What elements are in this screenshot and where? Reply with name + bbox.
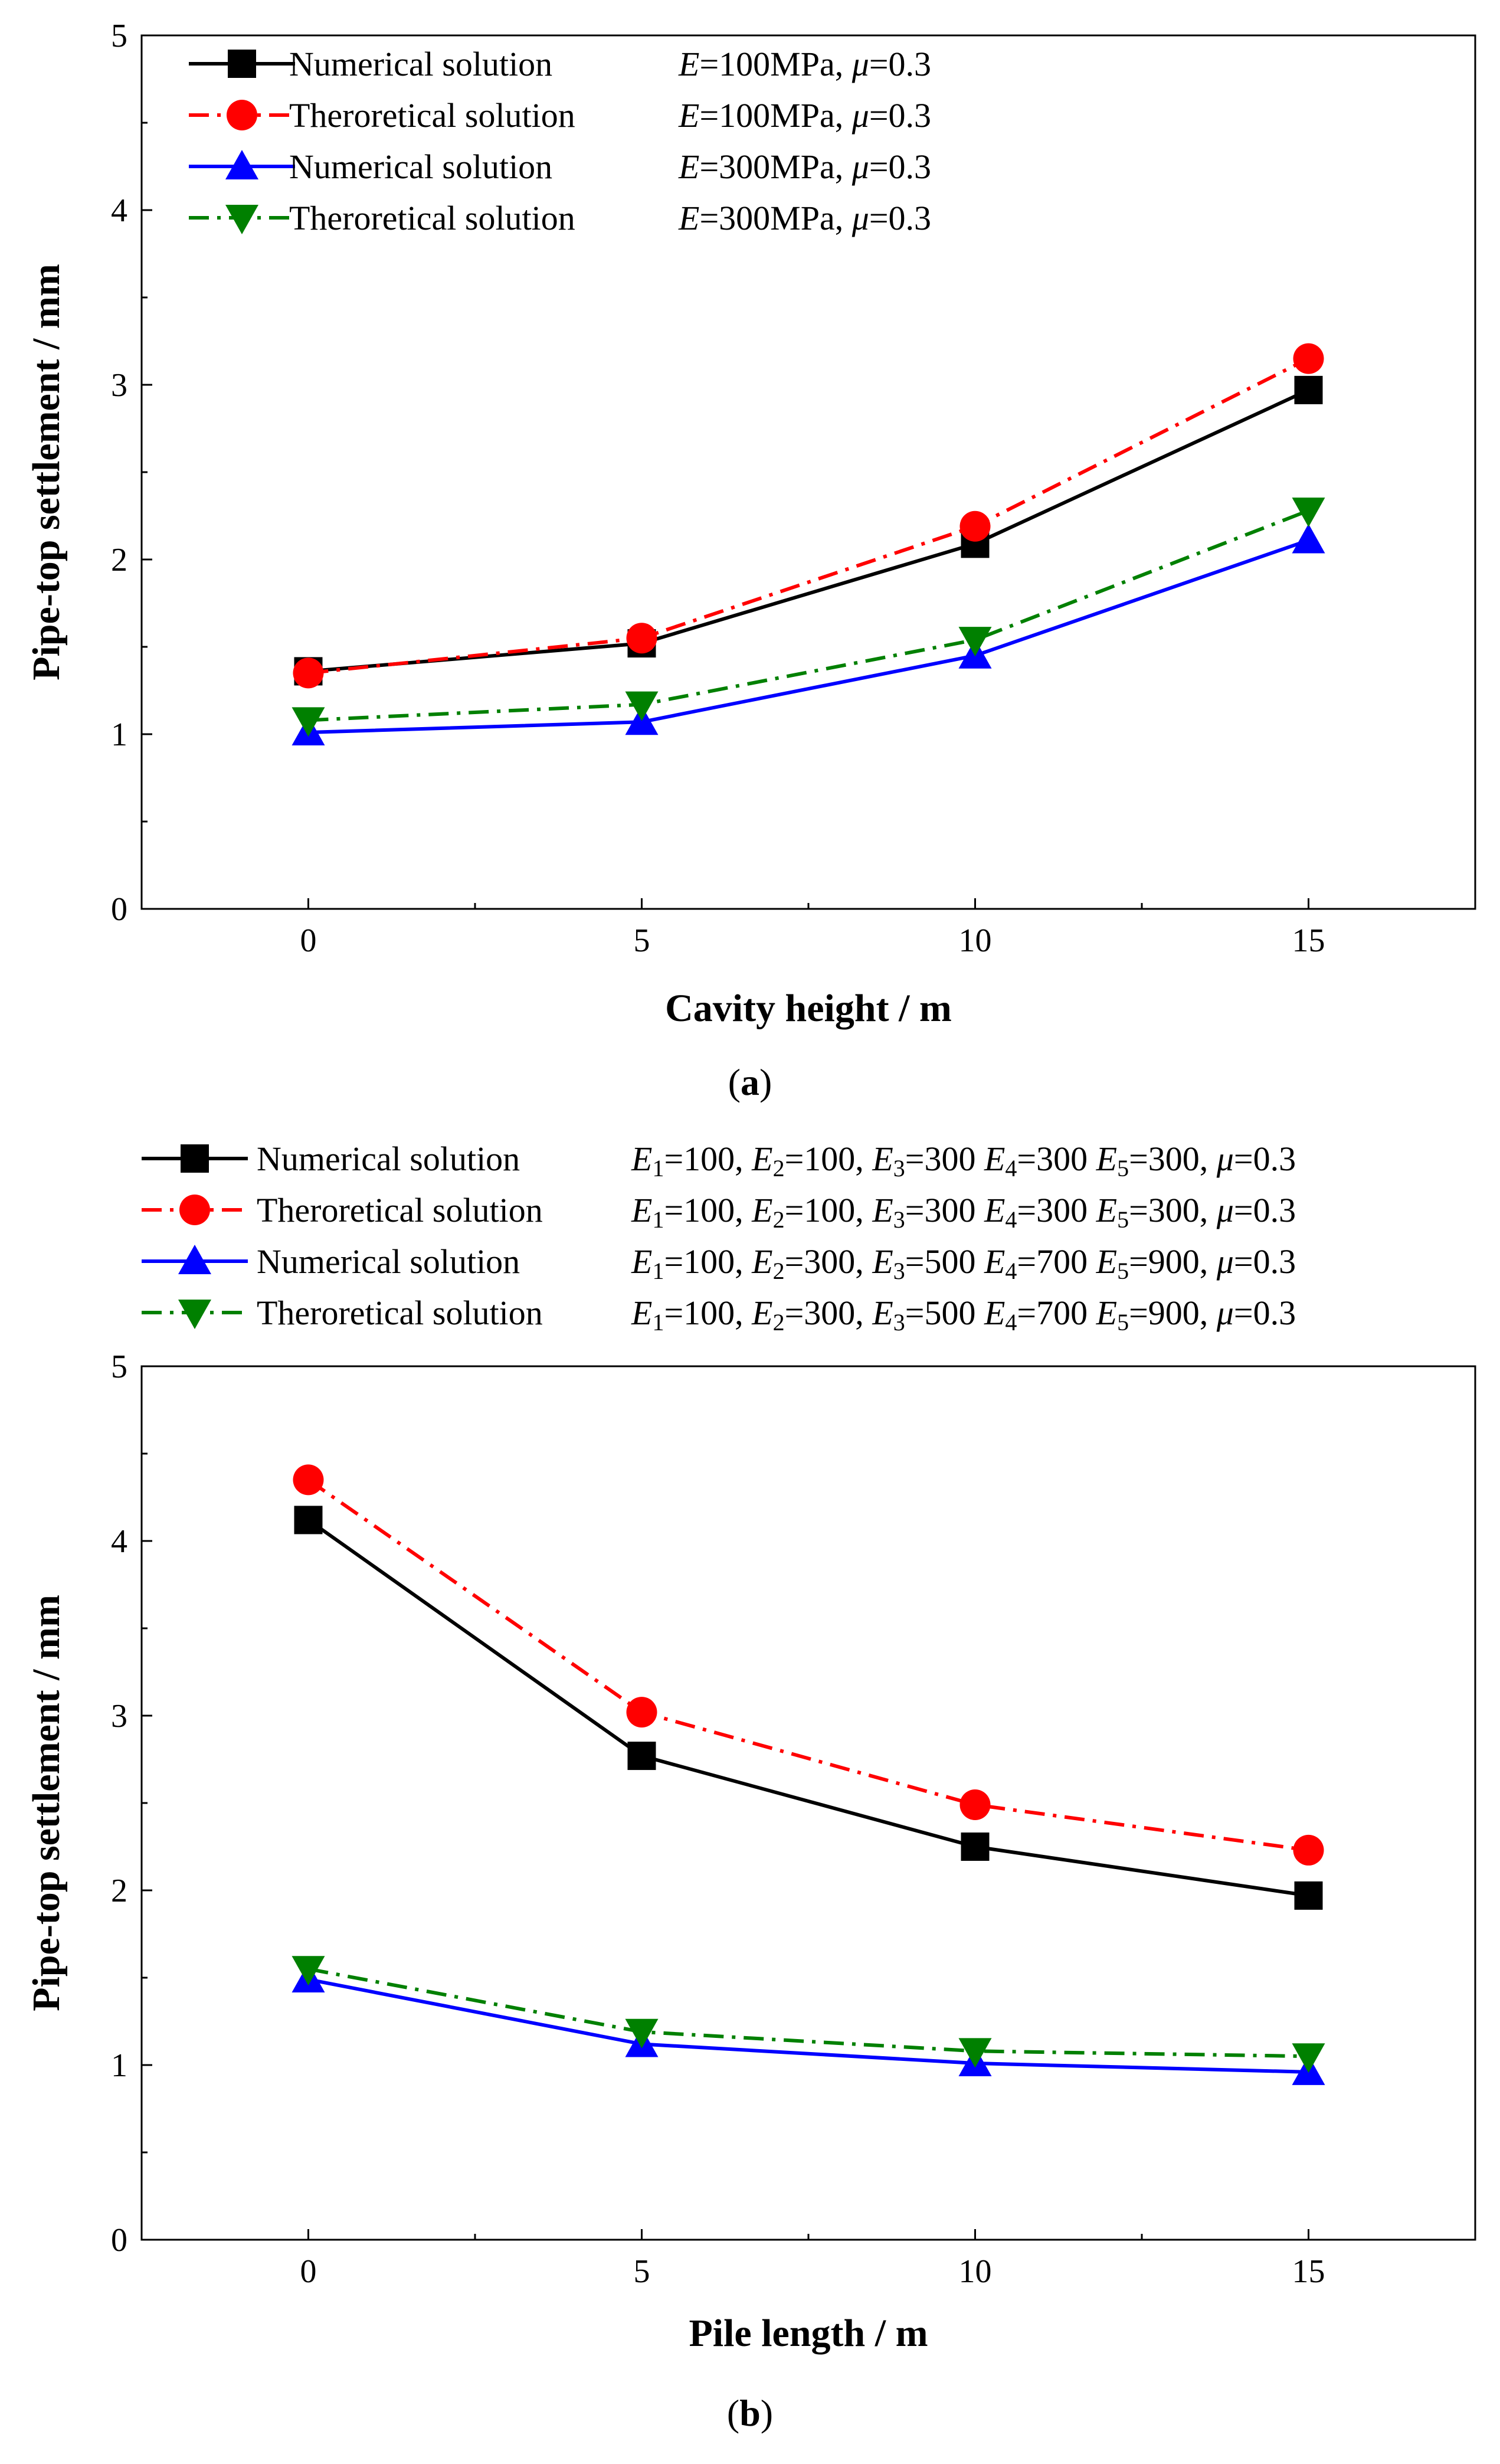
legend-label: Numerical solution: [257, 1140, 520, 1178]
legend-marker: [181, 1144, 209, 1173]
data-point: [1292, 523, 1325, 554]
data-point: [1293, 343, 1324, 374]
legend-marker: [178, 1300, 211, 1329]
data-point: [959, 511, 991, 542]
data-point: [958, 2038, 992, 2068]
x-tick-label: 10: [959, 922, 992, 959]
series-line: [308, 509, 1309, 722]
x-tick-label: 15: [1292, 2253, 1325, 2290]
data-point: [625, 2018, 659, 2049]
y-tick-label: 5: [111, 18, 127, 54]
legend: Numerical solution E=100MPa, μ=0.3 Therore…: [189, 45, 931, 237]
legend-label: Numerical solution: [257, 1242, 520, 1281]
y-tick-label: 2: [111, 542, 127, 578]
data-point: [1293, 1834, 1324, 1866]
legend-params: E1=100, E2=300, E3=500 E4=700 E5=900, μ=…: [631, 1242, 1296, 1284]
legend-marker: [225, 150, 258, 179]
chart-b: 0 1 2 3 4 5 0 5 10 15 Pile length / m Pipe-top sett…: [25, 1140, 1476, 2434]
series-4: [292, 498, 1325, 737]
y-tick-label: 1: [111, 716, 127, 753]
series-2: [293, 343, 1324, 689]
series-4: [292, 1956, 1325, 2073]
data-point: [293, 1464, 324, 1496]
y-tick-label: 0: [111, 891, 127, 928]
legend-marker: [178, 1245, 211, 1274]
x-tick-label: 0: [300, 2253, 317, 2290]
series-1: [294, 375, 1323, 686]
data-point: [292, 1956, 325, 1986]
data-point: [627, 1742, 656, 1771]
data-point: [626, 1697, 657, 1728]
y-tick-label: 3: [111, 367, 127, 404]
figure-caption: (a): [728, 1061, 772, 1103]
data-point: [1292, 498, 1325, 528]
legend-label: Numerical solution: [289, 148, 552, 186]
series-line: [307, 1978, 1309, 2074]
legend-params: E1=100, E2=100, E3=300 E4=300 E5=300, μ=…: [631, 1140, 1296, 1182]
legend-params: E=300MPa, μ=0.3: [678, 199, 931, 237]
legend-params: E1=100, E2=300, E3=500 E4=700 E5=900, μ=…: [631, 1294, 1296, 1336]
legend-label: Theroretical solution: [257, 1191, 543, 1229]
data-point: [958, 627, 992, 657]
chart-a: 0 1 2 3 4 5 0 5 10 15 Cavity height / m Pipe-top se…: [25, 18, 1476, 1103]
legend-label: Numerical solution: [289, 45, 552, 83]
data-point: [1294, 1881, 1323, 1910]
data-point: [626, 623, 657, 654]
series-1: [294, 1506, 1323, 1910]
legend-marker: [227, 100, 257, 130]
series-2: [293, 1464, 1324, 1866]
y-tick-label: 2: [111, 1873, 127, 1909]
x-tick-label: 5: [634, 922, 650, 959]
series-line: [307, 1519, 1309, 1897]
series-line: [307, 1967, 1309, 2059]
series-line: [307, 1478, 1309, 1852]
y-tick-label: 3: [111, 1698, 127, 1735]
y-tick-label: 1: [111, 2047, 127, 2084]
data-point: [959, 1789, 991, 1820]
legend-params: E=300MPa, μ=0.3: [678, 148, 931, 186]
legend-params: E=100MPa, μ=0.3: [678, 96, 931, 135]
y-tick-label: 5: [111, 1349, 127, 1385]
x-tick-label: 15: [1292, 922, 1325, 959]
legend-params: E1=100, E2=100, E3=300 E4=300 E5=300, μ=…: [631, 1191, 1296, 1233]
legend-marker: [228, 50, 256, 78]
y-axis-title: Pipe-top settlement / mm: [25, 264, 68, 680]
legend-marker: [225, 205, 258, 234]
legend-label: Theroretical solution: [289, 96, 575, 135]
legend-label: Theroretical solution: [289, 199, 575, 237]
data-point: [625, 691, 659, 721]
y-tick-label: 0: [111, 2222, 127, 2259]
legend-params: E=100MPa, μ=0.3: [678, 45, 931, 83]
y-axis-title: Pipe-top settlement / mm: [25, 1595, 68, 2011]
legend-label: Theroretical solution: [257, 1294, 543, 1332]
data-point: [1292, 2043, 1325, 2073]
x-tick-label: 5: [634, 2253, 650, 2290]
data-point: [293, 657, 324, 689]
series-line: [308, 538, 1309, 735]
legend-marker: [179, 1195, 210, 1225]
series-3: [292, 1962, 1325, 2085]
x-tick-label: 10: [959, 2253, 992, 2290]
x-tick-label: 0: [300, 922, 317, 959]
legend: Numerical solution E1=100, E2=100, E3=300…: [142, 1140, 1296, 1336]
figure-caption: (b): [727, 2392, 773, 2434]
data-point: [1294, 375, 1323, 404]
data-point: [292, 707, 325, 737]
x-axis-title: Cavity height / m: [665, 987, 952, 1030]
series-line: [308, 356, 1309, 675]
x-axis-title: Pile length / m: [689, 2312, 928, 2355]
data-point: [961, 1833, 990, 1861]
y-tick-label: 4: [111, 1523, 127, 1560]
data-point: [294, 1506, 323, 1534]
y-tick-label: 4: [111, 192, 127, 229]
